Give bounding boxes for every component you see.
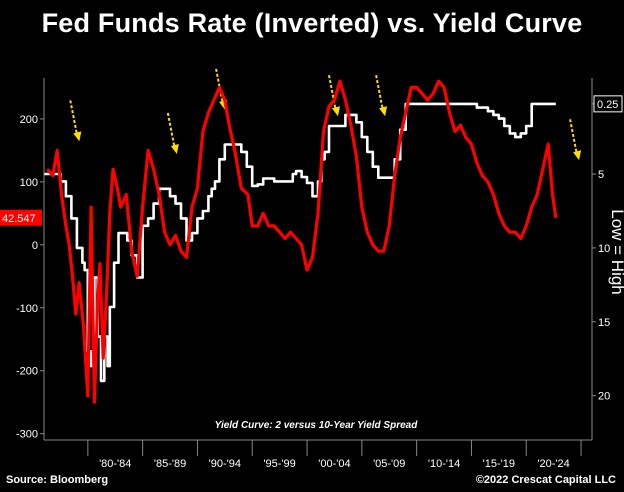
- right-last-badge: [593, 95, 623, 113]
- left-tick-label: 0: [32, 240, 38, 252]
- arrow-head: [331, 106, 340, 117]
- arrow-shaft: [327, 75, 337, 112]
- arrow-head: [573, 150, 582, 161]
- last-value-badge: [0, 209, 42, 226]
- arrow-head: [379, 106, 388, 117]
- fed-funds-line: [44, 102, 556, 383]
- plot-area: [44, 79, 558, 404]
- right-tick-label: 20: [598, 391, 610, 403]
- right-tick-label: 5: [598, 169, 604, 181]
- chart-annotation: Yield Curve: 2 versus 10-Year Yield Spre…: [215, 420, 419, 431]
- arrow-head: [170, 143, 179, 154]
- x-tick-label: '90-'94: [209, 458, 241, 470]
- x-tick-label: '20-'24: [537, 458, 569, 470]
- x-tick-label: '95-'99: [263, 458, 295, 470]
- last-value-label: 42.547: [2, 213, 36, 225]
- left-tick-label: 200: [20, 114, 38, 126]
- arrow-head: [73, 131, 82, 142]
- axes: 200 100 0 -100 -200 -300 5 10 15 20 '80-'84 '85-'89…: [0, 78, 623, 470]
- copyright-text: ©2022 Crescat Capital LLC: [475, 474, 616, 486]
- x-tick-label: '10-'14: [428, 458, 460, 470]
- x-tick-label: '80-'84: [99, 458, 131, 470]
- arrow-shaft: [215, 68, 225, 106]
- arrow-shaft: [69, 100, 79, 137]
- left-tick-label: -300: [16, 429, 38, 441]
- x-tick-label: '05-'09: [373, 458, 405, 470]
- left-tick-label: -100: [16, 303, 38, 315]
- source-text: Source: Bloomberg: [6, 474, 109, 486]
- chart-title: Fed Funds Rate (Inverted) vs. Yield Curv…: [41, 8, 583, 38]
- left-tick-label: 100: [20, 177, 38, 189]
- x-tick-label: '00-'04: [318, 458, 350, 470]
- right-axis-label: Low = High: [608, 209, 624, 295]
- yield-curve-line: [46, 79, 558, 404]
- right-tick-label: 15: [598, 317, 610, 329]
- arrow-shaft: [375, 75, 385, 112]
- right-last-label: 0.25: [597, 99, 618, 111]
- left-tick-label: -200: [16, 366, 38, 378]
- x-tick-label: '85-'89: [154, 458, 186, 470]
- arrow-group: [69, 68, 582, 161]
- x-tick-label: '15-'19: [483, 458, 515, 470]
- arrow-shaft: [166, 112, 176, 150]
- arrow-shaft: [569, 119, 579, 156]
- right-tick-label: 10: [598, 243, 610, 255]
